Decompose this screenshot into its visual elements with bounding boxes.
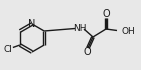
Text: Cl: Cl xyxy=(3,45,12,54)
Text: NH: NH xyxy=(73,24,87,32)
Text: N: N xyxy=(28,19,36,29)
Text: O: O xyxy=(83,47,91,57)
Text: O: O xyxy=(102,9,110,19)
Text: OH: OH xyxy=(122,27,136,35)
